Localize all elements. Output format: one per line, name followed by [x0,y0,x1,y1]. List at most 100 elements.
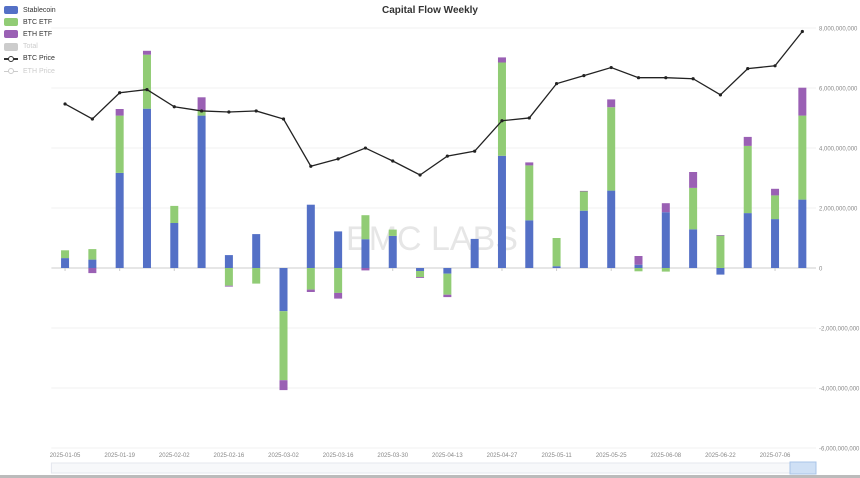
bar-stablecoin [88,259,97,268]
data-zoom-handle[interactable] [789,461,817,475]
y-tick-label: 0 [819,267,823,273]
bar-btc-etf [525,165,534,221]
x-tick-label: 2025-05-25 [596,453,627,459]
btc-price-point [199,109,204,113]
bar-stablecoin [579,210,588,268]
legend-item-eth-price[interactable]: ETH Price [4,65,56,77]
legend-item-btc-price[interactable]: BTC Price [4,53,56,65]
bar-stablecoin [197,115,206,268]
x-tick-label: 2025-04-27 [487,453,518,459]
x-tick-label: 2025-02-16 [214,453,245,459]
bar-stablecoin [525,220,534,268]
bar-eth-etf [716,235,725,236]
y-tick-label: 4,000,000,000 [819,147,858,153]
bar-eth-etf [279,380,288,391]
bar-btc-etf [689,187,698,230]
bar-eth-etf [142,50,151,55]
bar-stablecoin [634,264,643,268]
x-tick-label: 2025-03-02 [268,453,299,459]
bar-btc-etf [88,249,97,260]
bar-btc-etf [579,191,588,211]
btc-price-point [500,119,504,123]
bar-eth-etf [634,256,643,265]
btc-price-point [363,146,368,150]
bar-stablecoin [743,213,752,268]
chart-title: Capital Flow Weekly [382,5,478,16]
bar-btc-etf [552,238,561,267]
window-bottom-border [0,475,860,478]
bar-eth-etf [661,203,670,213]
bar-eth-etf [115,109,124,116]
btc-price-point [418,173,422,177]
legend-label: BTC ETF [23,18,53,26]
legend-label: ETH Price [23,67,55,75]
bar-eth-etf [197,97,206,111]
bar-stablecoin [388,235,397,268]
bar-btc-etf [170,205,179,223]
legend-swatch [4,30,18,39]
bar-btc-etf [334,268,343,293]
bar-stablecoin [416,268,425,271]
bar-stablecoin [170,223,179,268]
bar-btc-etf [142,54,151,109]
btc-price-point [609,65,613,70]
bar-eth-etf [579,190,588,192]
bar-stablecoin [798,199,807,268]
btc-price-point [527,116,531,120]
x-tick-label: 2025-05-11 [541,453,572,459]
legend-label: Total [23,43,38,51]
bar-btc-etf [497,62,506,156]
x-tick-label: 2025-06-22 [705,453,736,459]
y-tick-label: -2,000,000,000 [819,327,860,333]
bar-eth-etf [361,268,370,271]
bar-btc-etf [771,195,780,220]
btc-price-point [554,82,559,86]
bar-btc-etf [443,273,452,295]
y-tick-label: -6,000,000,000 [819,447,860,453]
btc-price-point [90,117,94,121]
legend-label: BTC Price [23,55,55,63]
btc-price-point [582,74,586,78]
bar-stablecoin [771,219,780,268]
bar-stablecoin [497,155,506,268]
bar-btc-etf [306,268,315,290]
legend-item-btc-etf[interactable]: BTC ETF [4,16,56,28]
bar-eth-etf [607,99,616,108]
bar-btc-etf [361,215,370,240]
bar-btc-etf [388,229,397,236]
x-tick-label: 2025-03-30 [377,453,408,459]
bar-eth-etf [224,285,233,287]
bar-btc-etf [716,235,725,268]
bar-stablecoin [607,190,616,268]
bar-stablecoin [443,268,452,274]
legend-line-icon [4,55,18,63]
bar-eth-etf [88,268,97,274]
btc-price-point [145,88,149,92]
legend-item-total[interactable]: Total [4,41,56,53]
bar-eth-etf [443,294,452,298]
btc-price-line [64,31,803,176]
bar-stablecoin [552,266,561,268]
bar-btc-etf [634,268,643,272]
btc-price-point [281,117,286,121]
y-tick-label: 2,000,000,000 [819,207,858,213]
bar-stablecoin [470,238,479,268]
legend-item-eth-etf[interactable]: ETH ETF [4,28,56,40]
bar-eth-etf [689,172,698,188]
bar-eth-etf [798,87,807,116]
bar-stablecoin [661,212,670,268]
legend-swatch [4,42,18,51]
x-tick-label: 2025-01-19 [104,453,135,459]
x-tick-label: 2025-02-02 [159,453,190,459]
watermark-logo: EMC LABS [346,220,518,258]
btc-price-point [118,91,122,95]
bar-stablecoin [361,239,370,268]
data-zoom-track[interactable] [50,462,817,474]
y-tick-label: 6,000,000,000 [819,87,858,93]
bar-eth-etf [525,162,534,166]
legend-item-stablecoin[interactable]: Stablecoin [4,4,56,16]
bar-eth-etf [771,188,780,196]
btc-price-point [691,77,695,81]
btc-price-point [172,105,176,109]
